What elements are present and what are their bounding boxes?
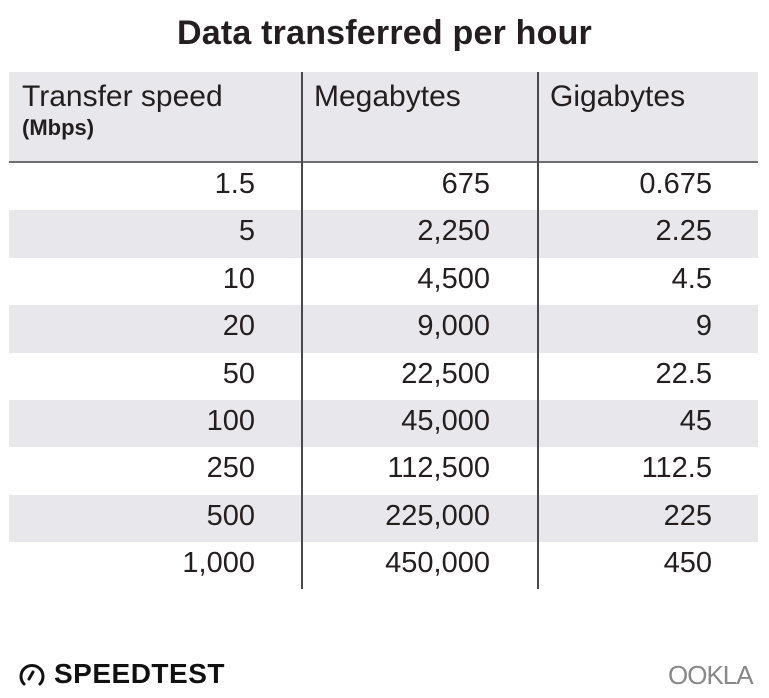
cell-megabytes: 9,000 [417,310,490,343]
column-divider [537,72,539,589]
cell-gigabytes: 112.5 [641,452,712,485]
header-label: Transfer speed [22,80,223,113]
cell-megabytes: 45,000 [401,405,490,437]
chart-title: Data transferred per hour [177,14,592,52]
data-table: Transfer speed (Mbps) Megabytes Gigabyte… [9,72,758,589]
speedtest-wordmark: SPEEDTEST [54,658,225,689]
table-row: 50 22,500 22.5 [9,353,758,400]
table-row: 20 9,000 9 [9,305,758,353]
cell-speed: 50 [222,357,255,390]
header-transfer-speed: Transfer speed (Mbps) [22,80,223,141]
table-row: 10 4,500 4.5 [9,258,758,305]
cell-gigabytes: 450 [663,547,712,580]
cell-megabytes: 225,000 [385,499,490,532]
cell-speed: 100 [206,405,255,437]
table-row: 500 225,000 225 [9,494,758,543]
cell-gigabytes: 9 [695,310,712,343]
table-header: Transfer speed (Mbps) Megabytes Gigabyte… [9,72,758,163]
header-gigabytes: Gigabytes [550,80,686,113]
table-row: 250 112,500 112.5 [9,447,758,494]
header-megabytes: Megabytes [314,80,461,113]
cell-megabytes: 4,500 [417,262,490,295]
cell-megabytes: 22,500 [401,357,490,390]
table-row: 5 2,250 2.25 [9,210,758,258]
cell-gigabytes: 0.675 [639,168,712,200]
table-row: 1,000 450,000 450 [9,542,758,589]
speedometer-icon [19,664,45,686]
cell-megabytes: 450,000 [385,547,490,580]
cell-speed: 250 [206,452,255,485]
cell-speed: 20 [222,310,255,343]
cell-speed: 1.5 [214,168,255,200]
cell-gigabytes: 22.5 [655,357,712,390]
cell-gigabytes: 45 [679,405,712,437]
cell-speed: 1,000 [182,547,255,580]
cell-gigabytes: 225 [663,499,712,532]
cell-speed: 500 [206,499,255,532]
cell-megabytes: 675 [441,168,490,200]
cell-megabytes: 112,500 [387,452,490,485]
cell-megabytes: 2,250 [417,215,490,248]
table-row: 100 45,000 45 [9,400,758,448]
header-unit: (Mbps) [22,115,95,140]
table-row: 1.5 675 0.675 [9,163,758,210]
cell-speed: 5 [238,215,255,248]
cell-speed: 10 [222,262,255,295]
cell-gigabytes: 2.25 [655,215,712,248]
cell-gigabytes: 4.5 [671,262,712,295]
column-divider [301,72,303,589]
speedtest-logo: SPEEDTEST [18,658,225,690]
ookla-logo: OOKLA [668,660,754,690]
